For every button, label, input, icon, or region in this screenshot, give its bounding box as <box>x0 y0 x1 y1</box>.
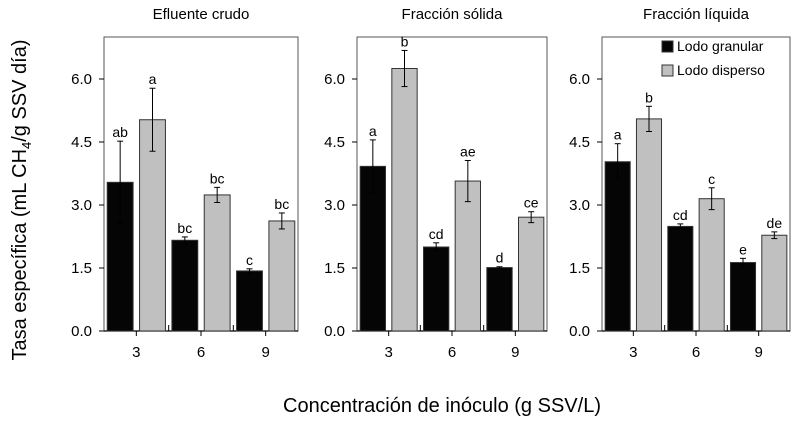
panel-title: Efluente crudo <box>153 6 250 23</box>
y-tick-label: 6.0 <box>71 71 92 88</box>
y-tick-label: 3.0 <box>71 197 92 214</box>
bar-granular <box>171 239 199 332</box>
panel-title: Fracción sólida <box>402 6 504 23</box>
bar-disperso <box>518 216 545 332</box>
y-tick-label: 3.0 <box>569 197 590 214</box>
y-tick-label: 1.5 <box>324 260 345 277</box>
bar-disperso <box>761 234 788 332</box>
significance-letter: b <box>645 89 653 105</box>
x-tick-label: 6 <box>692 344 700 361</box>
x-axis-label: Concentración de inóculo (g SSV/L) <box>283 395 601 417</box>
y-tick-label: 4.5 <box>324 134 345 151</box>
bar-disperso <box>635 118 663 332</box>
bar-disperso <box>391 68 418 332</box>
x-tick-label: 3 <box>132 344 140 361</box>
bar-disperso <box>454 180 481 332</box>
y-tick-label: 0.0 <box>71 323 92 340</box>
bar-disperso <box>203 194 231 332</box>
significance-letter: ab <box>112 124 128 140</box>
significance-letter: cd <box>673 207 688 223</box>
y-tick-label: 6.0 <box>324 71 345 88</box>
bar-granular <box>667 225 694 332</box>
bar-granular <box>236 270 263 332</box>
x-tick-label: 3 <box>384 344 392 361</box>
significance-letter: ce <box>524 195 539 211</box>
x-tick-label: 9 <box>511 344 519 361</box>
legend-swatch-granular <box>661 40 674 53</box>
significance-letter: e <box>739 241 747 257</box>
bar-granular <box>729 262 757 332</box>
bar-granular <box>604 161 631 332</box>
bar-disperso <box>698 198 725 332</box>
significance-letter: a <box>614 127 622 143</box>
significance-letter: a <box>369 123 377 139</box>
x-tick-label: 9 <box>261 344 269 361</box>
panel-title: Fracción líquida <box>643 6 750 23</box>
bar-granular <box>486 267 513 332</box>
significance-letter: c <box>246 252 253 268</box>
x-tick-label: 6 <box>448 344 456 361</box>
x-tick-label: 6 <box>197 344 205 361</box>
legend-swatch-disperso <box>661 64 674 77</box>
y-tick-label: 0.0 <box>324 323 345 340</box>
bar-granular <box>423 246 450 332</box>
y-tick-label: 4.5 <box>569 134 590 151</box>
panel-1: Efluente crudo 0.0 1.5 3.0 4.5 6.0 3 ab a 6 bc bc 9 c… <box>71 6 299 361</box>
significance-letter: a <box>149 71 157 87</box>
bar-granular <box>359 165 386 332</box>
y-tick-label: 3.0 <box>324 197 345 214</box>
significance-letter: d <box>496 250 504 266</box>
legend-label: Lodo disperso <box>677 62 765 78</box>
panel-3: Fracción líquida 0.0 1.5 3.0 4.5 6.0 3 a b 6 cd c 9 e… <box>569 6 791 361</box>
y-tick-label: 0.0 <box>569 323 590 340</box>
y-tick-label: 6.0 <box>569 71 590 88</box>
significance-letter: bc <box>210 170 225 186</box>
significance-letter: b <box>401 33 409 49</box>
significance-letter: de <box>767 215 783 231</box>
y-tick-label: 1.5 <box>71 260 92 277</box>
bar-disperso <box>139 119 166 332</box>
x-tick-label: 9 <box>754 344 762 361</box>
y-tick-label: 4.5 <box>71 134 92 151</box>
legend-label: Lodo granular <box>677 38 764 54</box>
panel-2: Fracción sólida 0.0 1.5 3.0 4.5 6.0 3 a b 6 cd ae 9 d… <box>324 6 548 361</box>
x-tick-label: 3 <box>629 344 637 361</box>
significance-letter: cd <box>429 226 444 242</box>
significance-letter: c <box>708 171 715 187</box>
y-tick-label: 1.5 <box>569 260 590 277</box>
y-axis-label: Tasa específica (mL CH4/g SSV día) <box>9 39 34 360</box>
bar-disperso <box>268 220 296 332</box>
significance-letter: bc <box>177 220 192 236</box>
significance-letter: bc <box>274 196 289 212</box>
significance-letter: ae <box>460 143 476 159</box>
